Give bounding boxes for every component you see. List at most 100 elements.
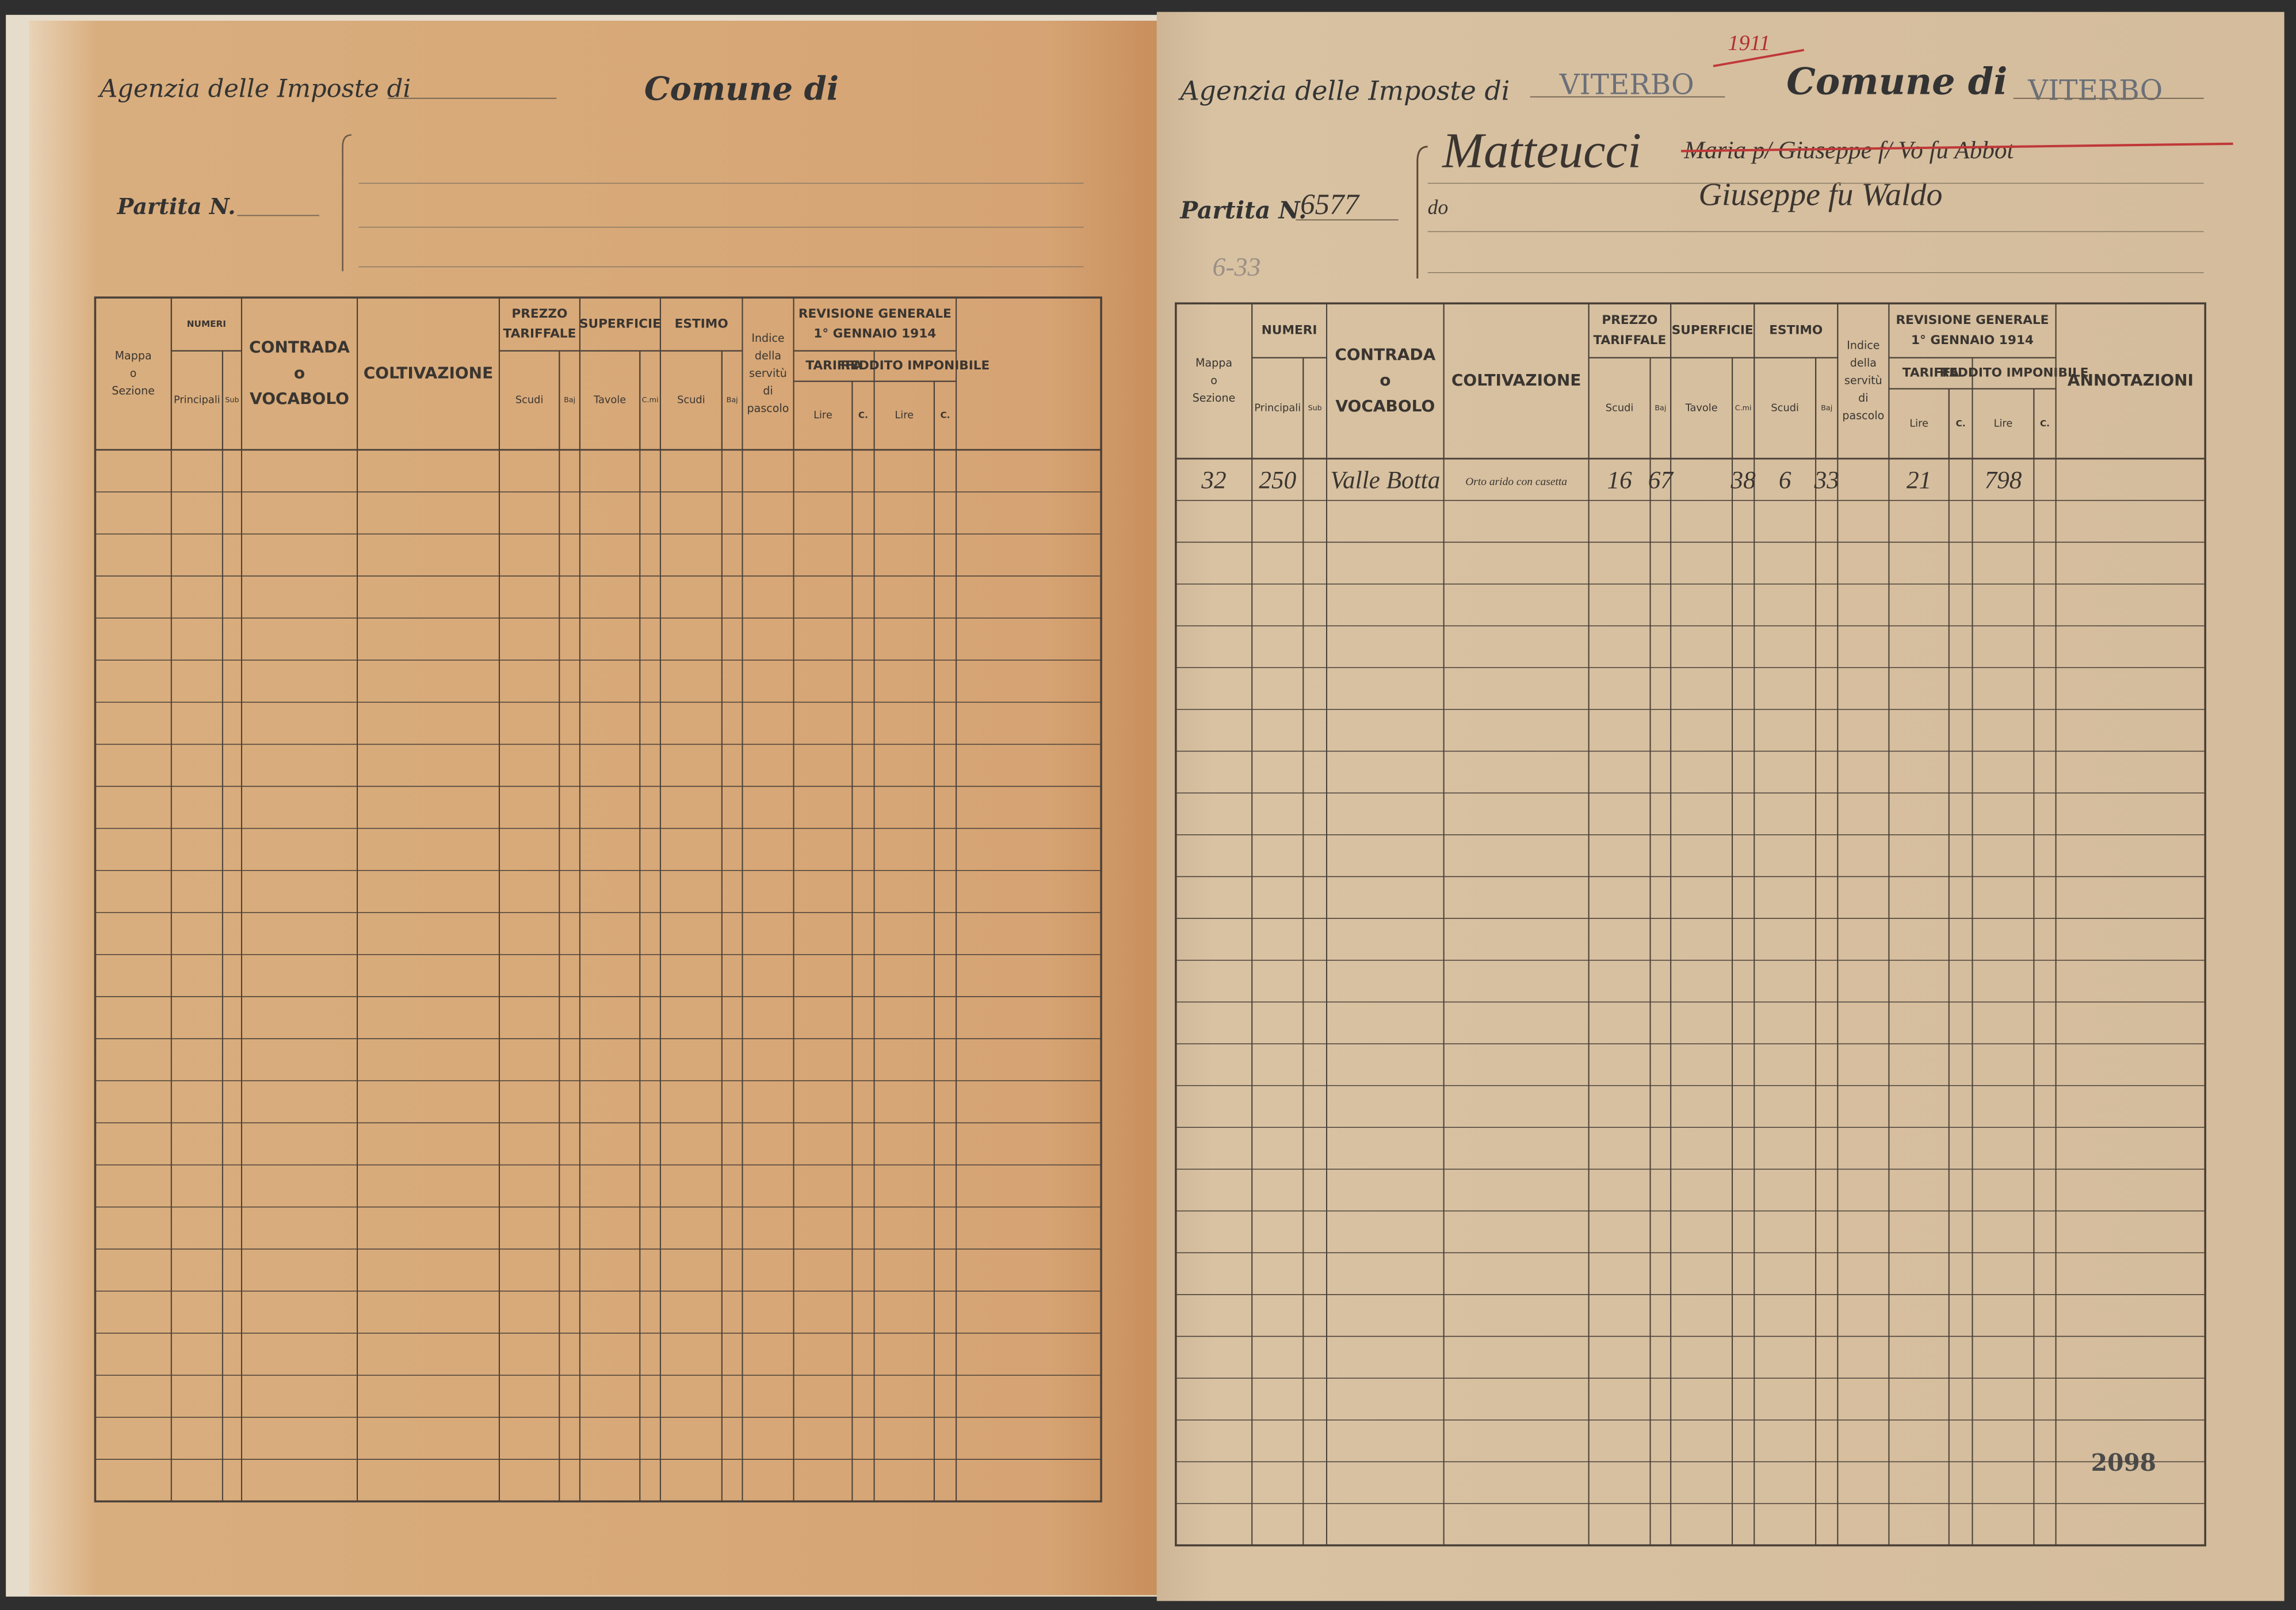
header-label: C. [858, 410, 868, 421]
header-label: servitù [1844, 375, 1882, 387]
header-label: Lire [895, 409, 914, 421]
header-label: pascolo [1842, 410, 1884, 422]
header-label: REDDITO IMPONIBILE [1940, 366, 2089, 380]
comune-label: Comune di [644, 70, 839, 108]
comune-label: Comune di [1786, 60, 2007, 103]
header-label: C.mi [1735, 403, 1752, 412]
header-label: NUMERI [1262, 323, 1317, 337]
header-label: 1° GENNAIO 1914 [1911, 333, 2034, 348]
header-label: CONTRADA [1335, 345, 1435, 364]
cell-value: 21 [1907, 466, 1931, 494]
cell-value: 16 [1607, 466, 1632, 494]
header-label: Tavole [593, 394, 626, 406]
header-label: Baj [1821, 403, 1832, 412]
left-page [29, 21, 1157, 1596]
header-label: ESTIMO [1769, 323, 1823, 337]
header-label: Sezione [1193, 392, 1236, 405]
header-label: Tavole [1685, 402, 1718, 414]
header-label: SUPERFICIE [579, 316, 661, 331]
header-label: di [763, 384, 773, 397]
partita-label: Partita N. [117, 194, 236, 220]
header-label: o [1210, 375, 1217, 387]
header-label: TARIFFA [1902, 366, 1959, 380]
header-label: 1° GENNAIO 1914 [813, 327, 936, 341]
header-label: VOCABOLO [250, 389, 349, 408]
header-label: SUPERFICIE [1672, 323, 1753, 337]
header-label: Sub [225, 395, 239, 404]
right-page [1156, 12, 2284, 1601]
cell-value: Orto arido con casetta [1465, 476, 1567, 488]
header-label: Baj [564, 395, 575, 404]
header-label: Sezione [112, 384, 155, 397]
header-label: COLTIVAZIONE [364, 363, 493, 382]
header-label: della [1850, 357, 1877, 369]
cell-value: 38 [1730, 466, 1756, 494]
table-frame [1175, 302, 2206, 1547]
header-label: C.mi [642, 395, 659, 404]
header-label: REVISIONE GENERALE [1896, 313, 2049, 327]
header-label: Scudi [1771, 402, 1799, 414]
partita-label: Partita N. [1179, 197, 1306, 224]
header-label: REVISIONE GENERALE [799, 307, 952, 321]
agency-label: Agenzia delle Imposte di [1178, 75, 1510, 106]
strike [1680, 142, 2233, 152]
cell-value: 33 [1814, 466, 1839, 494]
header-label: COLTIVAZIONE [1451, 371, 1581, 390]
header-label: di [1858, 392, 1868, 405]
agency-value: VITERBO [1559, 68, 1694, 101]
header-label: Scudi [1606, 402, 1634, 414]
header-label: o [1380, 371, 1390, 390]
header-label: C. [2040, 418, 2050, 429]
header-label: pascolo [747, 402, 789, 415]
header-label: TARIFFALE [503, 327, 576, 341]
header-label: REDDITO IMPONIBILE [841, 358, 990, 373]
header-label: Lire [813, 409, 832, 421]
cell-value: 798 [1985, 466, 2022, 494]
header-label: Principali [174, 394, 220, 406]
header-label: Indice [1847, 339, 1879, 352]
header-label: Sub [1308, 403, 1322, 412]
cell-value: 32 [1201, 466, 1226, 494]
cell-value: 67 [1648, 466, 1675, 494]
header-label: C. [940, 410, 950, 421]
agency-label: Agenzia delle Imposte di [97, 74, 411, 103]
header-label: Mappa [1195, 357, 1232, 369]
struck-year: 1911 [1728, 31, 1770, 55]
header-label: Indice [751, 332, 784, 345]
owner-prefix: do [1428, 196, 1449, 219]
header-label: o [130, 367, 137, 380]
strike [1713, 49, 1805, 67]
header-label: Baj [1655, 403, 1666, 412]
owner-line2: Giuseppe fu Waldo [1699, 177, 1943, 213]
header-label: TARIFFA [805, 358, 862, 373]
cell-value: 250 [1259, 466, 1296, 494]
bracket [1416, 146, 1428, 278]
header-label: CONTRADA [249, 338, 350, 357]
comune-value: VITERBO [2027, 74, 2163, 106]
header-label: Principali [1254, 402, 1301, 414]
header-label: servitù [749, 367, 787, 380]
header-label: TARIFFALE [1593, 333, 1666, 348]
bracket [342, 134, 352, 272]
header-label: Lire [1909, 417, 1928, 429]
header-label: VOCABOLO [1335, 396, 1435, 415]
header-label: Mappa [115, 349, 152, 362]
table-frame [94, 296, 1102, 1503]
header-label: NUMERI [187, 319, 226, 329]
header-label: ANNOTAZIONI [2068, 371, 2194, 390]
owner-surname: Matteucci [1441, 123, 1641, 178]
header-label: Lire [1994, 417, 2013, 429]
header-label: C. [1956, 418, 1966, 429]
margin-note: 6-33 [1212, 252, 1260, 281]
partita-value: 6577 [1300, 189, 1360, 221]
header-label: Scudi [515, 394, 544, 406]
page-number: 2098 [2091, 1449, 2156, 1477]
header-label: PREZZO [511, 307, 567, 321]
header-label: PREZZO [1602, 313, 1657, 327]
header-label: ESTIMO [675, 316, 728, 331]
header-label: della [755, 349, 781, 362]
header-label: o [294, 363, 305, 382]
header-label: Scudi [677, 394, 705, 406]
cell-value: 6 [1779, 466, 1791, 494]
